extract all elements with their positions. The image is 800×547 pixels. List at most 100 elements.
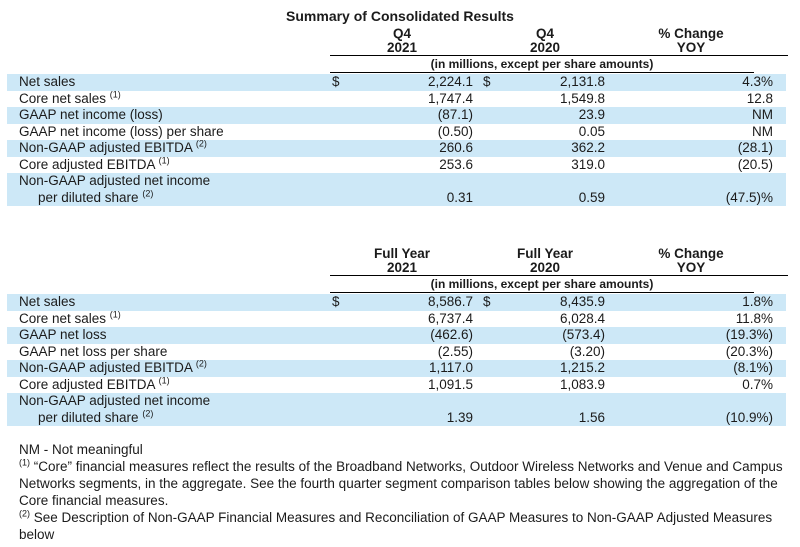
value-col1: 260.6 xyxy=(439,140,473,155)
table-row: Core net sales (1) 1,747.4 1,549.8 12.8 xyxy=(7,89,786,108)
value-change: (20.3%) xyxy=(725,343,773,359)
row-label-line: Core adjusted EBITDA (1) xyxy=(19,375,170,392)
row-label-line: per diluted share (2) xyxy=(38,408,154,425)
row-label: Non-GAAP adjusted EBITDA (2) xyxy=(7,358,330,377)
footnote-text: “Core” financial measures reflect the re… xyxy=(19,459,783,508)
value-col1: 1,117.0 xyxy=(428,360,473,375)
column-header-line: Full Year xyxy=(373,246,431,261)
value-col2: 0.59 xyxy=(578,189,605,205)
value-col1: 253.6 xyxy=(439,156,473,172)
column-header-line: Full Year xyxy=(516,246,574,261)
column-header-change-yoy: % Change YOY xyxy=(616,247,766,275)
value-change: (28.1) xyxy=(737,140,773,155)
footnote-marker: (2) xyxy=(19,508,30,519)
dollar-sign: $ xyxy=(483,74,491,89)
value-col2: (3.20) xyxy=(569,343,605,359)
column-header-line: YOY xyxy=(676,260,706,275)
table-row: Core adjusted EBITDA (1) 1,091.5 1,083.9 0.… xyxy=(7,375,786,394)
row-label: Core net sales (1) xyxy=(7,89,330,108)
value-change: 0.7% xyxy=(742,376,773,392)
row-label: Non-GAAP adjusted net income per diluted … xyxy=(7,173,330,206)
table-row: GAAP net loss per share (2.55) (3.20) (20.3… xyxy=(7,344,786,361)
column-header-change-yoy: % Change YOY xyxy=(616,27,766,55)
value-col2: 1,549.8 xyxy=(559,90,605,106)
value-col1: (0.50) xyxy=(437,123,473,139)
value-col2: 6,028.4 xyxy=(559,310,605,326)
value-col2: (573.4) xyxy=(562,327,605,342)
table-body: Net sales $2,224.1 $2,131.8 4.3% Core net sa… xyxy=(0,74,800,206)
footnote-nm: NM - Not meaningful xyxy=(19,441,790,458)
q4-results-table: Q4 2021 Q4 2020 % Change YOY (in million… xyxy=(0,27,800,206)
column-header-line: 2021 xyxy=(386,260,418,275)
footnotes: NM - Not meaningful (1) “Core” financial… xyxy=(19,441,790,543)
row-label: Core adjusted EBITDA (1) xyxy=(7,375,330,394)
value-col2: 319.0 xyxy=(571,156,605,172)
value-change: NM xyxy=(752,107,773,122)
footnote-marker: (1) xyxy=(19,457,30,468)
table-header-row: Q4 2021 Q4 2020 % Change YOY xyxy=(330,27,788,56)
value-change: 11.8% xyxy=(735,310,773,326)
row-label: Core adjusted EBITDA (1) xyxy=(7,155,330,174)
column-header-line: 2021 xyxy=(386,40,418,55)
table-row: Core net sales (1) 6,737.4 6,028.4 11.8% xyxy=(7,309,786,328)
value-col2: 0.05 xyxy=(578,123,605,139)
value-col2: 23.9 xyxy=(578,107,605,122)
value-change: (47.5)% xyxy=(725,189,773,205)
table-row: Core adjusted EBITDA (1) 253.6 319.0 (20.5) xyxy=(7,155,786,174)
table-row: Non-GAAP adjusted EBITDA (2) 260.6 362.2 (2… xyxy=(7,138,786,157)
value-col1: 1.39 xyxy=(446,409,473,425)
row-label: Net sales xyxy=(7,74,330,91)
footnote-1: (1) “Core” financial measures reflect th… xyxy=(19,458,790,509)
row-label-line: Non-GAAP adjusted net income xyxy=(19,393,211,408)
footnote-ref: (1) xyxy=(158,155,170,165)
table-body: Net sales $8,586.7 $8,435.9 1.8% Core net sa… xyxy=(0,294,800,426)
column-header-line: Q4 xyxy=(392,26,411,41)
dollar-sign: $ xyxy=(332,294,340,309)
row-label-line: GAAP net income (loss) xyxy=(19,107,163,122)
value-change: 12.8 xyxy=(746,90,773,106)
row-label-line: Core net sales (1) xyxy=(19,309,121,326)
row-label: GAAP net loss per share xyxy=(7,344,330,361)
value-col1: 1,747.4 xyxy=(427,90,473,106)
table-row: GAAP net income (loss) (87.1) 23.9 NM xyxy=(7,107,786,124)
footnote-text: See Description of Non-GAAP Financial Me… xyxy=(19,510,773,542)
row-label-line: Non-GAAP adjusted net income xyxy=(19,173,211,188)
dollar-sign: $ xyxy=(483,294,491,309)
value-col1: (2.55) xyxy=(437,343,473,359)
column-header-q4-2021: Q4 2021 xyxy=(330,27,474,55)
column-header-line: Q4 xyxy=(535,26,554,41)
row-label-line: Non-GAAP adjusted EBITDA (2) xyxy=(19,138,207,155)
value-change: (8.1%) xyxy=(733,360,773,375)
value-col2: 2,131.8 xyxy=(559,74,605,89)
footnote-ref: (2) xyxy=(195,138,207,149)
row-label-line: per diluted share (2) xyxy=(38,188,154,205)
table-row: GAAP net income (loss) per share (0.50) 0.… xyxy=(7,124,786,141)
row-label: GAAP net income (loss) xyxy=(7,107,330,124)
footnote-ref: (1) xyxy=(109,89,121,99)
row-label-line: GAAP net income (loss) per share xyxy=(19,123,224,139)
footnote-ref: (1) xyxy=(158,375,170,385)
value-col1: (87.1) xyxy=(437,107,473,122)
value-col1: 8,586.7 xyxy=(427,294,473,309)
column-header-line: 2020 xyxy=(529,40,561,55)
value-col1: (462.6) xyxy=(430,327,473,342)
table-header-row: Full Year 2021 Full Year 2020 % Change Y… xyxy=(330,247,788,276)
column-header-line: 2020 xyxy=(529,260,561,275)
table-row: Net sales $8,586.7 $8,435.9 1.8% xyxy=(7,294,786,311)
column-header-line: % Change xyxy=(658,246,724,261)
page-title: Summary of Consolidated Results xyxy=(286,8,514,24)
table-row: Net sales $2,224.1 $2,131.8 4.3% xyxy=(7,74,786,91)
full-year-results-table: Full Year 2021 Full Year 2020 % Change Y… xyxy=(0,247,800,426)
value-col2: 362.2 xyxy=(571,140,605,155)
value-col1: 6,737.4 xyxy=(427,310,473,326)
row-label: Core net sales (1) xyxy=(7,309,330,328)
value-col1: 0.31 xyxy=(446,189,473,205)
row-label-line: GAAP net loss per share xyxy=(19,343,168,359)
column-header-line: % Change xyxy=(658,26,724,41)
value-change: 1.8% xyxy=(742,294,773,309)
value-change: 4.3% xyxy=(742,74,773,89)
value-col1: 2,224.1 xyxy=(427,74,473,89)
row-label-line: Non-GAAP adjusted EBITDA (2) xyxy=(19,358,207,375)
footnote-ref: (2) xyxy=(195,358,207,369)
